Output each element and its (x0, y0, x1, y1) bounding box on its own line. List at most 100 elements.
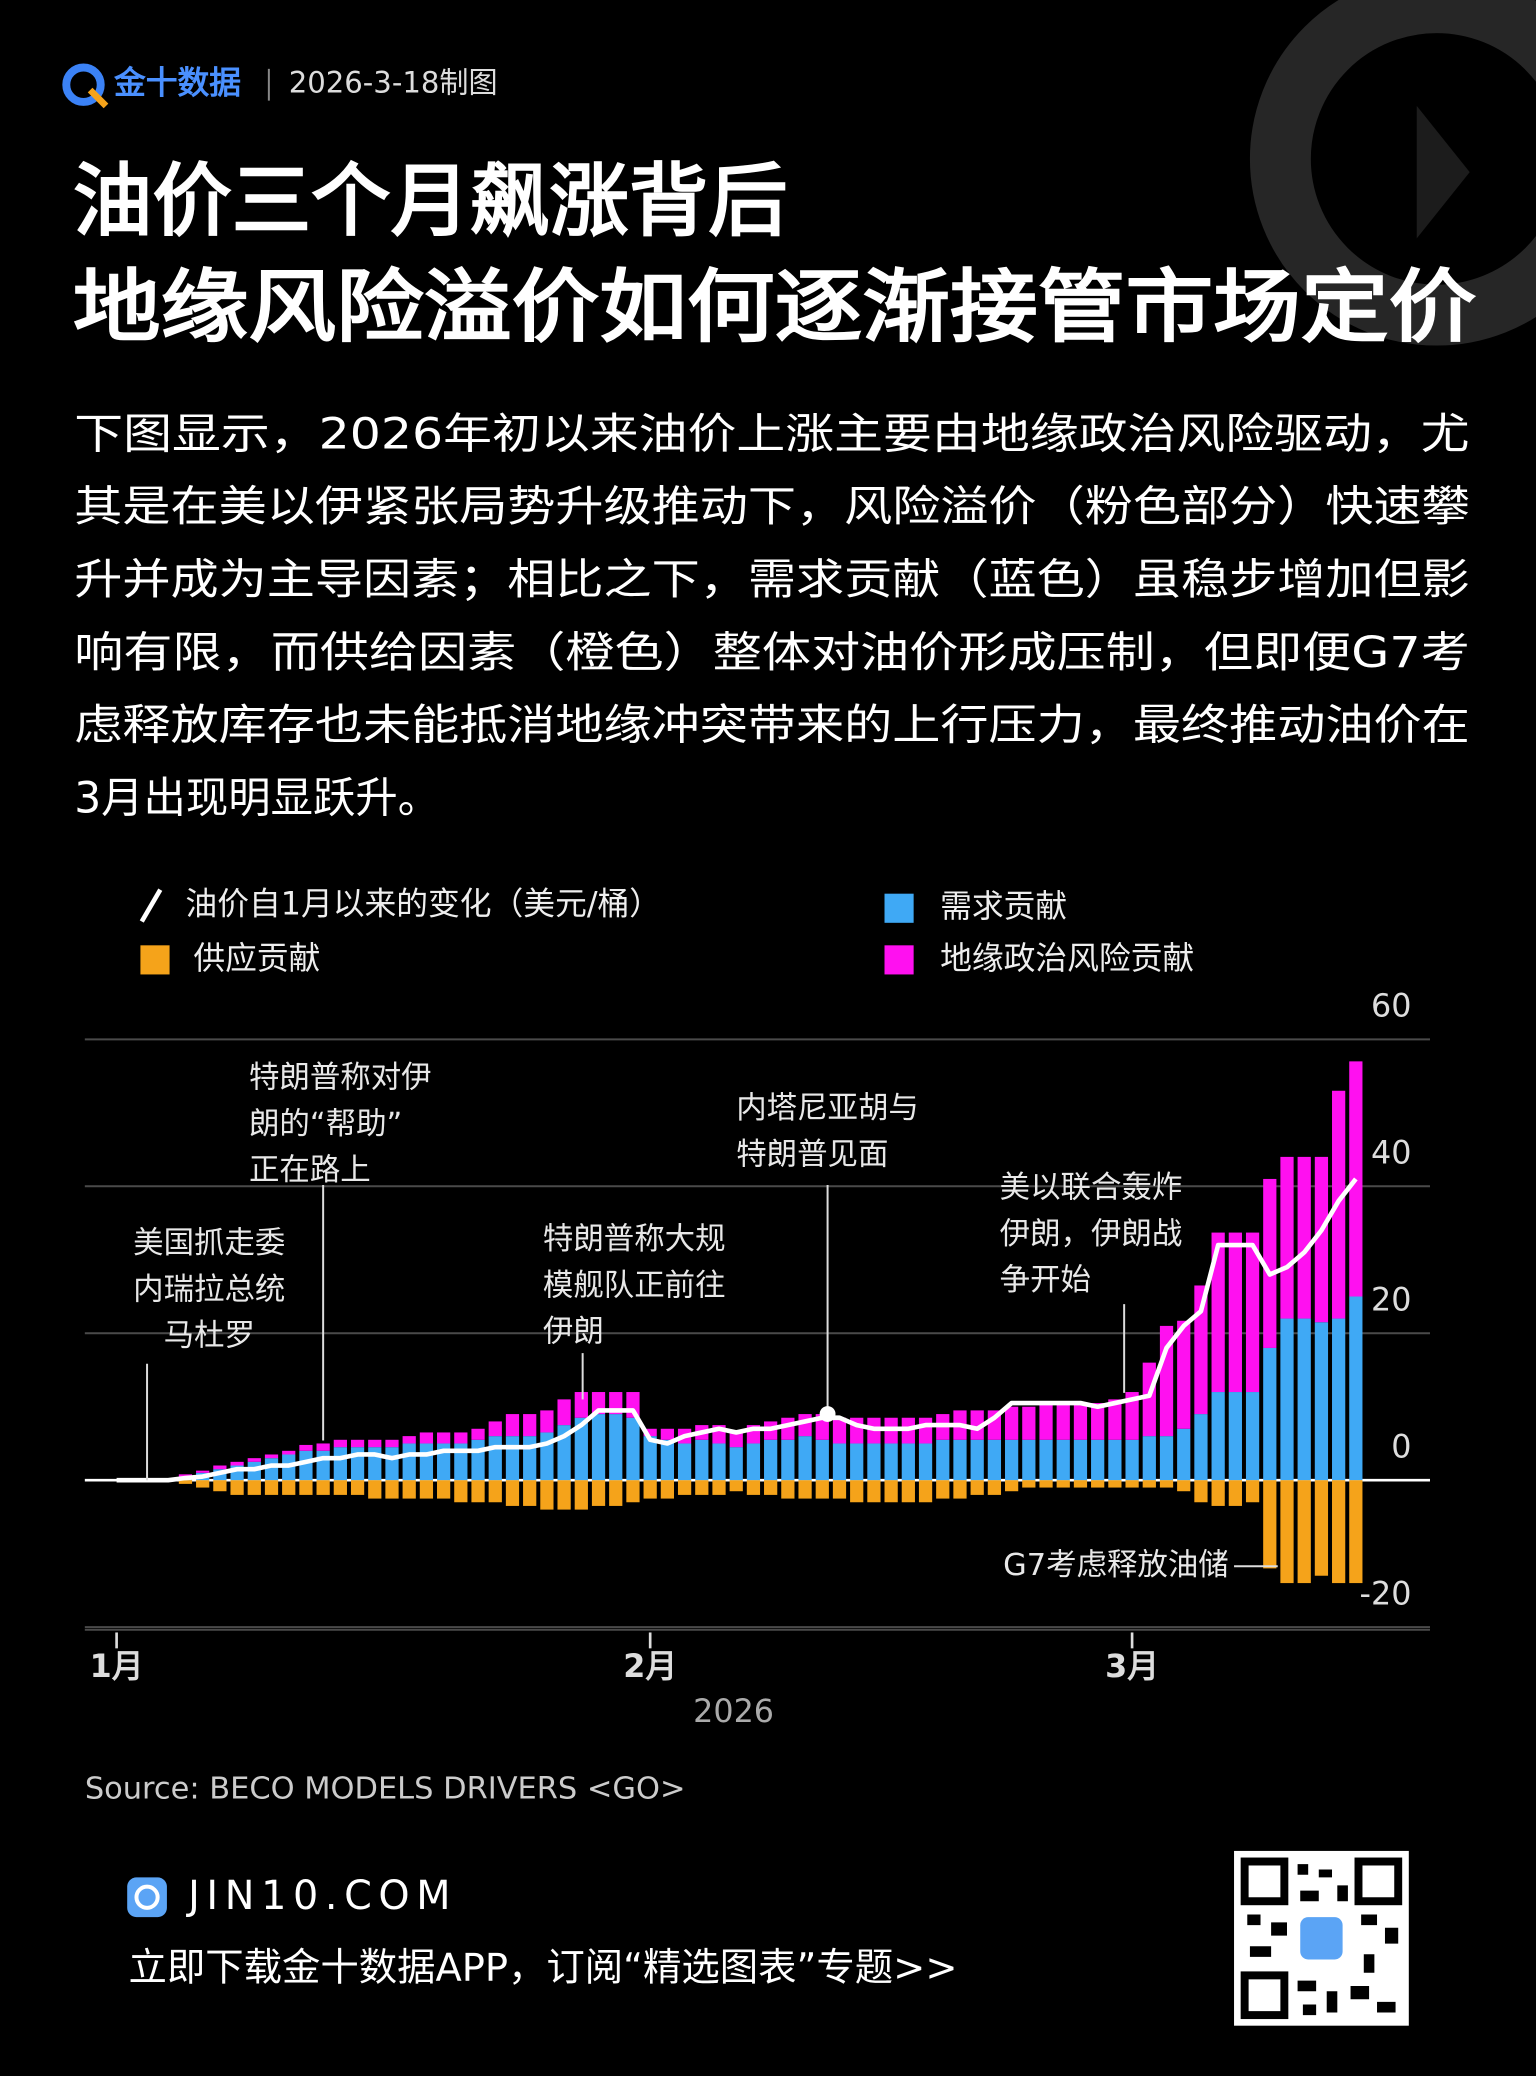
bar-segment (1245, 1232, 1260, 1393)
bar-segment (350, 1447, 365, 1481)
bar-segment (1332, 1318, 1346, 1481)
bar-segment (264, 1458, 279, 1481)
bar-segment (505, 1480, 520, 1506)
bar-segment (178, 1474, 193, 1477)
bar-segment (936, 1480, 950, 1499)
bar-segment (299, 1444, 313, 1451)
bar-segment (591, 1414, 606, 1481)
annotation-text: 伊朗，伊朗战 (1000, 1217, 1183, 1252)
bar-segment (1245, 1480, 1260, 1503)
bar-segment (867, 1480, 881, 1503)
bar-segment (936, 1439, 950, 1481)
bar-segment (488, 1436, 502, 1481)
bar-segment (540, 1480, 554, 1510)
bar-segment (867, 1443, 881, 1481)
bar-segment (764, 1439, 778, 1481)
qr-logo (1300, 1917, 1343, 1960)
annotation-text: G7考虑释放油储 (1003, 1548, 1229, 1583)
bar-segment (1022, 1406, 1036, 1440)
bar-segment (953, 1439, 967, 1481)
bar-segment (832, 1417, 847, 1444)
bar-segment (1314, 1322, 1329, 1481)
bar-segment (196, 1470, 210, 1473)
x-tick-label: 2月 (623, 1649, 677, 1685)
annotation-text: 内塔尼亚胡与 (736, 1091, 919, 1126)
bar-segment (1159, 1480, 1174, 1488)
bar-segment (471, 1428, 485, 1440)
bar-segment (178, 1480, 193, 1484)
bar-segment (918, 1480, 933, 1503)
bar-segment (1280, 1480, 1294, 1584)
bar-segment (471, 1439, 485, 1481)
bar-segment (1125, 1439, 1139, 1481)
bar-segment (574, 1417, 588, 1481)
bar-segment (213, 1465, 227, 1470)
bar-segment (1211, 1392, 1225, 1481)
bar-segment (557, 1399, 571, 1426)
bar-segment (1108, 1480, 1122, 1488)
bar-segment (1073, 1439, 1088, 1481)
bar-segment (1349, 1480, 1363, 1584)
bar-segment (832, 1480, 847, 1499)
bar-segment (1091, 1480, 1105, 1488)
bar-segment (1177, 1428, 1191, 1481)
bar-segment (798, 1480, 812, 1499)
paragraph-line: 下图显示，2026年初以来油价上涨主要由地缘政治风险驱动，尤 (74, 409, 1469, 458)
bar-segment (1091, 1403, 1105, 1440)
bar-segment (884, 1480, 898, 1503)
bar-segment (609, 1480, 623, 1506)
paragraph-line: 虑释放库存也未能抵消地缘冲突带来的上行压力，最终推动油价在 (74, 701, 1469, 750)
bar-segment (1108, 1439, 1122, 1481)
bar-segment (798, 1436, 812, 1481)
bar-segment (1332, 1480, 1346, 1584)
bar-segment (471, 1480, 485, 1503)
bar-segment (505, 1436, 520, 1481)
bar-segment (1004, 1439, 1019, 1481)
annotation-text: 伊朗 (543, 1315, 604, 1350)
bar-segment (557, 1480, 571, 1510)
bar-segment (402, 1436, 416, 1444)
bar-segment (695, 1439, 709, 1481)
bar-segment (213, 1480, 227, 1492)
annotation-text: 正在路上 (249, 1153, 371, 1188)
y-tick-label: 40 (1371, 1136, 1411, 1172)
annotation-text: 内瑞拉总统 (133, 1272, 285, 1307)
decor-shape (1416, 105, 1470, 239)
source: Source: BECO MODELS DRIVERS <GO> (85, 1772, 686, 1807)
title-line: 油价三个月飙涨背后 (73, 155, 788, 248)
bar-segment (1349, 1296, 1363, 1481)
legend-swatch (140, 945, 170, 975)
chart: -20 0 20 40 60 1月 2月 3月 2026 油价自1月以来的变化（美元/桶） 需求贡献… (85, 887, 1430, 1807)
bar-segment (437, 1432, 451, 1444)
bar-segment (746, 1480, 761, 1495)
bar-segment (1022, 1480, 1036, 1488)
bar-segment (1108, 1399, 1122, 1440)
bar-segment (282, 1480, 296, 1495)
bar-segment (815, 1480, 829, 1499)
bar-segment (1039, 1439, 1053, 1481)
y-tick-label: -20 (1360, 1576, 1412, 1612)
annotation-text: 特朗普称大规 (543, 1222, 726, 1257)
bar-segment (729, 1432, 743, 1448)
bar-segment (350, 1439, 365, 1448)
bar-segment (299, 1450, 313, 1481)
bar-segment (987, 1439, 1002, 1481)
bar-segment (574, 1392, 588, 1418)
bar-segment (884, 1443, 898, 1481)
paragraph-line: 响有限，而供给因素（橙色）整体对油价形成压制，但即便G7考 (74, 628, 1469, 677)
bar-segment (1263, 1347, 1277, 1481)
bar-segment (781, 1417, 795, 1440)
bar-segment (574, 1480, 588, 1510)
paragraph-line: 其是在美以伊紧张局势升级推动下，风险溢价（粉色部分）快速攀 (74, 482, 1469, 531)
y-tick-label: 0 (1391, 1429, 1411, 1465)
bar-segment (1125, 1392, 1139, 1440)
title-line: 地缘风险溢价如何逐渐接管市场定价 (73, 260, 1477, 353)
bar-segment (850, 1443, 864, 1481)
bar-segment (1280, 1156, 1294, 1319)
bar-segment (746, 1443, 761, 1481)
cta: 立即下载金十数据APP，订阅“精选图表”专题>> (129, 1946, 958, 1991)
legend-label: 供应贡献 (193, 941, 320, 977)
bar-segment (1039, 1403, 1053, 1440)
bar-segment (505, 1414, 520, 1437)
